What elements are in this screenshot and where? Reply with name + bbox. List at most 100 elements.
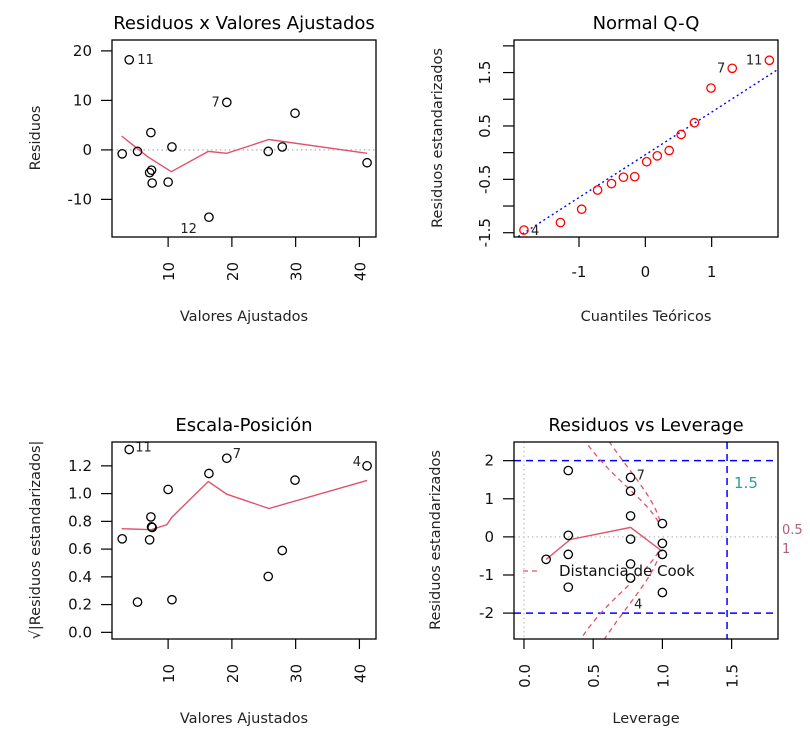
- data-point: [204, 468, 214, 479]
- x-tick-label: 0: [641, 263, 651, 281]
- data-point: [290, 108, 300, 119]
- smooth-line: [121, 135, 368, 173]
- data-point: [124, 54, 135, 65]
- y-tick-label: 10: [73, 91, 92, 109]
- plot-area: [121, 479, 368, 531]
- panel-title: Escala-Posición: [175, 415, 312, 436]
- data-point: [641, 156, 652, 167]
- x-axis-title: Valores Ajustados: [180, 309, 308, 325]
- y-tick-label: 1.0: [68, 485, 92, 503]
- data-point: [277, 142, 288, 152]
- x-tick-label: 20: [224, 262, 242, 281]
- x-tick-label: 10: [160, 664, 178, 683]
- y-tick-label: 0: [82, 141, 92, 159]
- cook-level-label: 0.5: [782, 523, 803, 538]
- data-point: [657, 549, 668, 560]
- data-point: [263, 571, 274, 582]
- point-label: 7: [233, 447, 241, 462]
- point-label: 12: [180, 222, 197, 237]
- y-tick-label: -0.5: [476, 165, 494, 194]
- data-point: [144, 167, 155, 178]
- legend-cook-label: Distancia de Cook: [559, 562, 695, 580]
- y-tick-label: -2: [479, 604, 494, 622]
- plot-frame: [513, 441, 779, 640]
- data-point: [263, 146, 274, 157]
- y-tick-label: 0.4: [68, 568, 92, 586]
- x-axis-title: Cuantiles Teóricos: [581, 309, 712, 325]
- y-tick-label: 0.0: [68, 623, 92, 641]
- data-point: [657, 538, 668, 549]
- cook-distance-contour: [579, 548, 661, 639]
- data-point: [563, 530, 574, 541]
- x-axis-title: Leverage: [612, 711, 679, 727]
- panel-title: Residuos vs Leverage: [548, 415, 743, 436]
- cook-level-label: 1: [782, 542, 790, 557]
- data-point: [652, 151, 663, 161]
- data-point: [163, 484, 173, 495]
- panel-4: 1.5 0.5 1 Distancia de Cook 7 4 0.0 0.5 1.0 1.5 -2…: [479, 441, 803, 688]
- y-tick-label: 0.5: [476, 114, 494, 138]
- y-tick-label: 0.2: [68, 596, 92, 614]
- data-point: [625, 511, 636, 521]
- data-point: [606, 178, 617, 189]
- point-label: 11: [137, 53, 154, 68]
- y-axis-title: Residuos estandarizados: [428, 450, 444, 630]
- plot-frame: [111, 441, 377, 640]
- point-label: 7: [717, 61, 725, 76]
- panel-title: Residuos x Valores Ajustados: [113, 13, 375, 34]
- y-tick-label: 1.2: [68, 457, 92, 475]
- data-point: [117, 533, 128, 544]
- data-point: [629, 171, 640, 182]
- panel-3: 11 7 4 10 20 30 40 0.0 0.2 0.4 0.6 0.8 1.0 1.2: [68, 440, 377, 683]
- x-tick-label: 1: [707, 263, 717, 281]
- data-point: [277, 545, 288, 556]
- leverage-threshold-label: 1.5: [734, 474, 758, 492]
- x-tick-label: 30: [288, 664, 306, 683]
- data-point: [563, 465, 574, 476]
- y-tick-label: 2: [484, 452, 494, 470]
- y-tick-label: 20: [73, 42, 92, 60]
- data-point: [664, 145, 675, 156]
- plot-area: [514, 442, 778, 639]
- x-tick-label: 1.0: [654, 664, 672, 688]
- smooth-line: [545, 526, 663, 560]
- data-point: [625, 559, 636, 569]
- point-label: 7: [637, 468, 645, 483]
- data-point: [362, 157, 372, 168]
- y-tick-label: -1.5: [476, 218, 494, 247]
- data-point: [221, 97, 232, 108]
- data-point: [146, 165, 157, 176]
- y-tick-label: -10: [68, 190, 93, 208]
- panel-title: Normal Q-Q: [593, 13, 700, 34]
- cook-distance-contour: [608, 442, 661, 520]
- point-label: 4: [634, 598, 642, 613]
- data-point: [563, 582, 574, 593]
- y-tick-label: 0.8: [68, 512, 92, 530]
- x-tick-label: -1: [572, 263, 587, 281]
- y-tick-label: -1: [479, 566, 494, 584]
- data-point: [727, 63, 738, 74]
- y-tick-label: 0: [484, 528, 494, 546]
- panel-2: 4 7 11 -1 0 1 -1.5 -0.5 0.5 1.5: [476, 39, 779, 281]
- data-point: [657, 518, 668, 529]
- data-point: [618, 172, 629, 183]
- data-point: [147, 522, 158, 533]
- y-tick-label: 0.6: [68, 540, 92, 558]
- data-point: [625, 573, 636, 583]
- data-point: [576, 204, 587, 215]
- data-point: [163, 177, 173, 187]
- data-point: [147, 178, 158, 188]
- x-tick-label: 20: [224, 664, 242, 683]
- data-point: [167, 594, 177, 605]
- data-point: [541, 554, 551, 565]
- y-axis-title: Residuos estandarizados: [430, 48, 446, 228]
- x-tick-label: 40: [351, 664, 369, 683]
- plot-area: [112, 135, 376, 173]
- cook-distance-contour: [584, 442, 661, 525]
- smooth-line: [121, 479, 368, 531]
- x-tick-label: 40: [351, 262, 369, 281]
- plot-frame: [111, 39, 377, 238]
- data-point: [625, 534, 636, 545]
- data-point: [764, 55, 775, 66]
